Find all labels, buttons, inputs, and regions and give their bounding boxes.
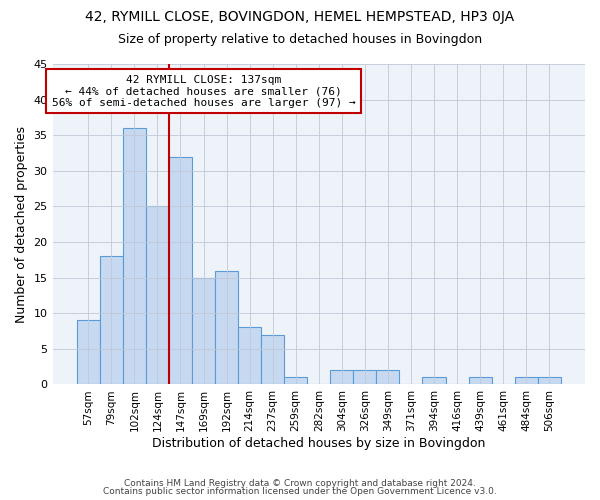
Bar	[100, 256, 123, 384]
Bar	[330, 370, 353, 384]
Y-axis label: Number of detached properties: Number of detached properties	[15, 126, 28, 322]
Bar	[422, 378, 446, 384]
Bar	[538, 378, 561, 384]
Text: Contains public sector information licensed under the Open Government Licence v3: Contains public sector information licen…	[103, 487, 497, 496]
Bar	[77, 320, 100, 384]
Bar	[146, 206, 169, 384]
Bar	[215, 270, 238, 384]
Text: 42 RYMILL CLOSE: 137sqm
← 44% of detached houses are smaller (76)
56% of semi-de: 42 RYMILL CLOSE: 137sqm ← 44% of detache…	[52, 74, 355, 108]
Bar	[238, 328, 261, 384]
Bar	[261, 334, 284, 384]
Bar	[192, 278, 215, 384]
Bar	[353, 370, 376, 384]
Bar	[515, 378, 538, 384]
Bar	[376, 370, 400, 384]
Bar	[469, 378, 491, 384]
Text: Contains HM Land Registry data © Crown copyright and database right 2024.: Contains HM Land Registry data © Crown c…	[124, 478, 476, 488]
Bar	[169, 156, 192, 384]
Bar	[284, 378, 307, 384]
X-axis label: Distribution of detached houses by size in Bovingdon: Distribution of detached houses by size …	[152, 437, 485, 450]
Text: 42, RYMILL CLOSE, BOVINGDON, HEMEL HEMPSTEAD, HP3 0JA: 42, RYMILL CLOSE, BOVINGDON, HEMEL HEMPS…	[85, 10, 515, 24]
Bar	[123, 128, 146, 384]
Text: Size of property relative to detached houses in Bovingdon: Size of property relative to detached ho…	[118, 32, 482, 46]
